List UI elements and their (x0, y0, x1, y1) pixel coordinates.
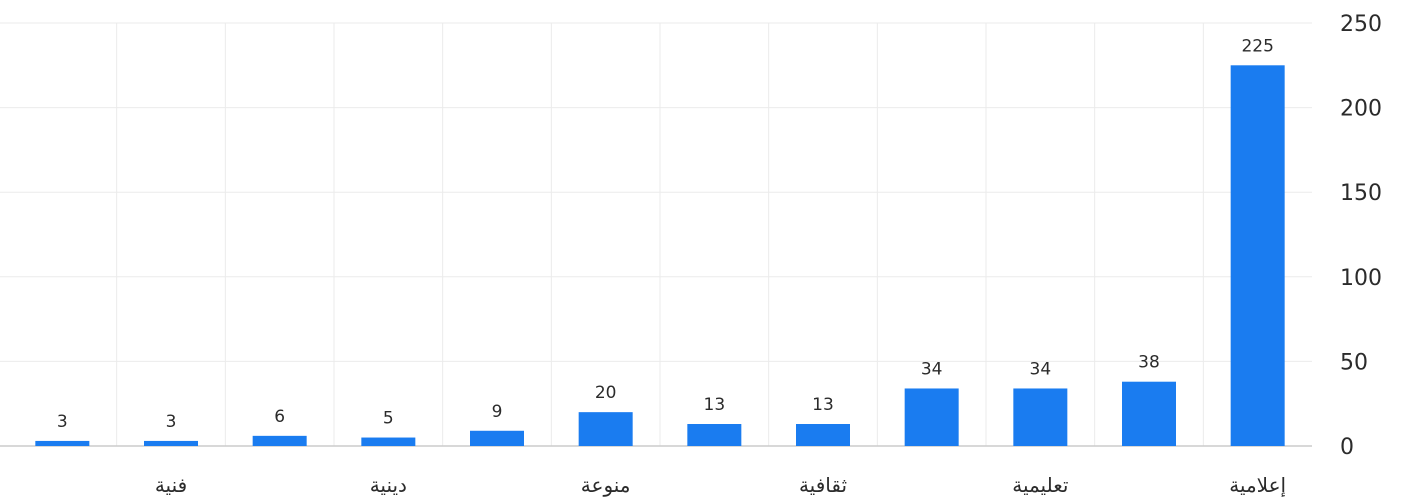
bar[interactable] (1231, 65, 1285, 446)
bar[interactable] (579, 412, 633, 446)
y-tick-label: 200 (1340, 97, 1382, 122)
data-label: 34 (921, 359, 943, 379)
x-tick-label: إعلامية (1229, 473, 1286, 498)
data-label: 20 (595, 383, 617, 403)
bar[interactable] (796, 424, 850, 446)
data-label: 225 (1241, 36, 1273, 56)
data-labels: 225 38 34 34 13 13 20 9 5 6 3 3 (57, 36, 1274, 432)
y-tick-label: 100 (1340, 266, 1382, 291)
x-axis-ticks: إعلامية تعليمية ثقافية منوعة دينية فنية (155, 473, 1286, 498)
bar[interactable] (687, 424, 741, 446)
data-label: 3 (166, 412, 177, 432)
bar[interactable] (361, 438, 415, 446)
data-label: 13 (812, 395, 834, 415)
y-tick-label: 250 (1340, 12, 1382, 37)
grid-lines (0, 23, 1312, 446)
x-tick-label: فنية (155, 473, 187, 497)
data-label: 6 (274, 407, 285, 427)
y-tick-label: 50 (1340, 350, 1368, 375)
bar[interactable] (905, 388, 959, 446)
x-tick-label: دينية (370, 473, 407, 497)
data-label: 3 (57, 412, 68, 432)
y-tick-label: 150 (1340, 181, 1382, 206)
x-tick-label: منوعة (581, 473, 631, 497)
y-tick-label: 0 (1340, 435, 1354, 460)
bar[interactable] (144, 441, 198, 446)
bar[interactable] (253, 436, 307, 446)
data-label: 34 (1030, 359, 1052, 379)
data-label: 5 (383, 409, 394, 429)
x-tick-label: ثقافية (799, 473, 847, 497)
data-label: 9 (492, 402, 503, 422)
bar[interactable] (35, 441, 89, 446)
y-axis-ticks: 0 50 100 150 200 250 (1340, 12, 1382, 460)
x-tick-label: تعليمية (1012, 473, 1068, 497)
bar[interactable] (470, 431, 524, 446)
bar[interactable] (1122, 382, 1176, 446)
bar[interactable] (1013, 388, 1067, 446)
data-label: 13 (704, 395, 726, 415)
data-label: 38 (1138, 353, 1160, 373)
